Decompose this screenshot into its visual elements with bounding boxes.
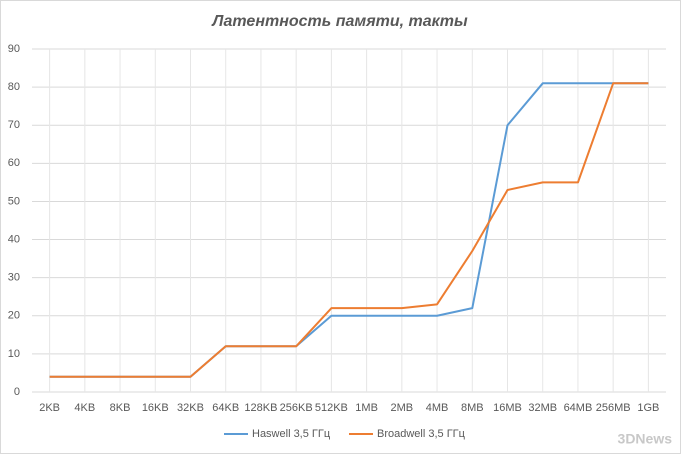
series-line	[49, 82, 649, 378]
y-tick-label: 80	[8, 81, 20, 93]
legend-label: Haswell 3,5 ГГц	[252, 428, 331, 440]
y-tick-label: 90	[8, 43, 20, 55]
y-tick-label: 30	[8, 272, 20, 284]
watermark: 3DNews	[618, 431, 673, 447]
y-tick-label: 10	[8, 348, 20, 360]
x-tick-label: 512KB	[315, 402, 348, 414]
x-tick-label: 32MB	[528, 402, 557, 414]
x-tick-label: 256MB	[596, 402, 631, 414]
x-tick-label: 8KB	[110, 402, 131, 414]
x-tick-label: 256KB	[280, 402, 313, 414]
x-tick-label: 2KB	[39, 402, 60, 414]
x-tick-label: 64MB	[564, 402, 593, 414]
x-tick-label: 1GB	[637, 402, 659, 414]
x-tick-label: 1MB	[355, 402, 378, 414]
y-tick-label: 40	[8, 233, 20, 245]
x-tick-label: 2MB	[391, 402, 414, 414]
legend-label: Broadwell 3,5 ГГц	[377, 428, 466, 440]
x-tick-label: 32KB	[177, 402, 204, 414]
y-tick-label: 20	[8, 310, 20, 322]
y-tick-label: 60	[8, 157, 20, 169]
x-tick-label: 16KB	[142, 402, 169, 414]
y-tick-label: 70	[8, 119, 20, 131]
chart-title: Латентность памяти, такты	[211, 13, 468, 30]
y-tick-label: 0	[14, 386, 20, 398]
y-tick-label: 50	[8, 195, 20, 207]
x-tick-label: 128KB	[244, 402, 277, 414]
x-tick-label: 4KB	[74, 402, 95, 414]
x-tick-label: 64KB	[212, 402, 239, 414]
x-tick-label: 16MB	[493, 402, 522, 414]
x-tick-label: 8MB	[461, 402, 484, 414]
x-tick-label: 4MB	[426, 402, 449, 414]
